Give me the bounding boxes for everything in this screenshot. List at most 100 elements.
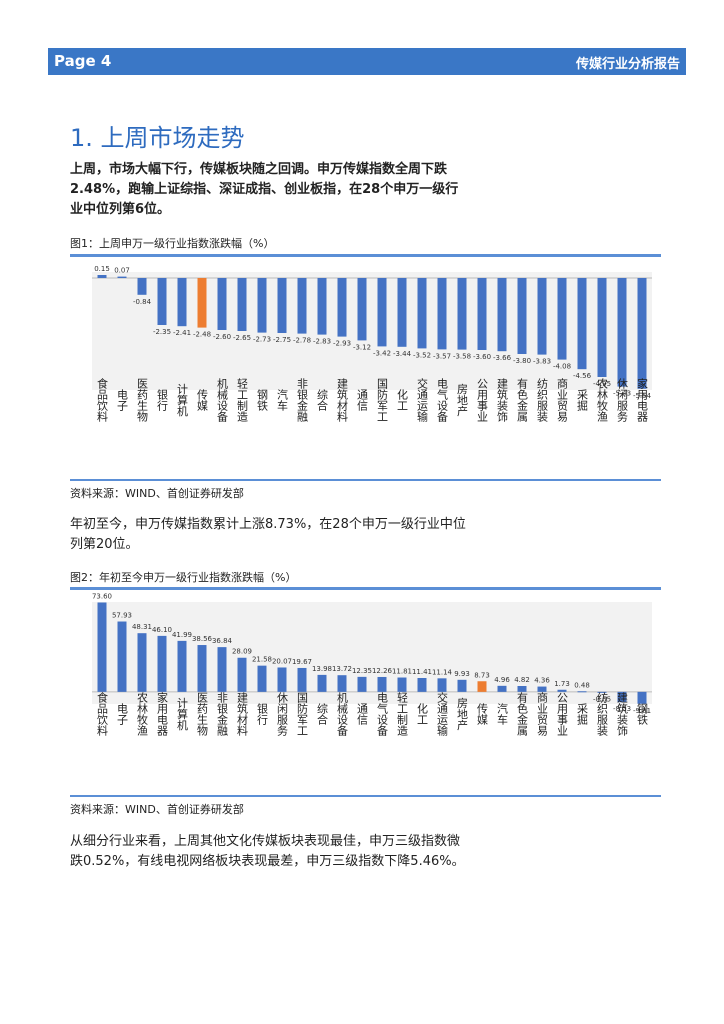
figure1-top-rule (70, 254, 661, 257)
category-label-20: 建筑装饰 (496, 377, 509, 422)
page-label: Page 4 (54, 52, 112, 70)
data-label-12: -2.93 (333, 340, 351, 348)
bar-1 (117, 621, 127, 692)
bar-27 (637, 278, 647, 389)
data-label-2: 48.31 (132, 623, 152, 631)
data-label-26: -5.43 (613, 390, 631, 398)
category-label-11: 综合 (316, 388, 329, 411)
bar-20 (497, 685, 507, 692)
category-label-13: 通信 (356, 703, 369, 726)
data-label-25: -0.65 (593, 696, 611, 704)
data-label-13: -3.12 (353, 343, 371, 351)
bar-27 (637, 691, 647, 704)
category-label-5: 医药生物 (196, 692, 209, 736)
category-label-25: 纺织服装 (596, 691, 609, 737)
category-label-25: 农林牧渔 (596, 377, 609, 423)
data-label-16: 11.41 (412, 668, 432, 676)
bar-26 (617, 691, 627, 703)
category-label-24: 采掘 (576, 389, 589, 412)
paragraph-subsector-summary: 从细分行业来看，上周其他文化传媒板块表现最佳，申万三级指数微跌0.52%，有线电… (70, 834, 465, 869)
figure1-source: 资料来源：WIND、首创证券研发部 (70, 487, 244, 500)
bar-4 (177, 640, 187, 692)
category-label-27: 家用电器 (636, 377, 649, 423)
category-label-3: 银行 (156, 388, 169, 412)
category-label-8: 钢铁 (256, 389, 269, 411)
data-label-22: 4.36 (534, 677, 550, 685)
data-label-4: 41.99 (172, 631, 192, 639)
data-label-7: -2.65 (233, 334, 251, 342)
bar-5 (197, 278, 207, 328)
bar-1 (117, 276, 127, 278)
data-label-9: -2.75 (273, 336, 291, 344)
bar-6 (217, 278, 227, 330)
category-label-10: 国防军工 (296, 692, 309, 736)
figure1-title: 图1：上周申万一级行业指数涨跌幅（%） (70, 237, 275, 250)
bar-24 (577, 691, 587, 693)
data-label-23: -4.08 (553, 363, 571, 371)
data-label-5: -2.48 (193, 331, 211, 339)
bar-14 (377, 676, 387, 692)
data-label-21: -3.80 (513, 357, 531, 365)
data-label-4: -2.41 (173, 329, 191, 337)
category-label-19: 公用事业 (476, 378, 489, 422)
bar-15 (397, 677, 407, 692)
bar-2 (137, 633, 147, 692)
data-label-0: 73.60 (92, 592, 112, 600)
bar-15 (397, 278, 407, 347)
bar-9 (277, 278, 287, 333)
category-label-2: 医药生物 (136, 378, 149, 422)
data-label-1: 0.07 (114, 267, 130, 275)
category-label-14: 国防军工 (376, 378, 389, 422)
bar-21 (517, 686, 527, 692)
bar-7 (237, 278, 247, 331)
data-label-19: 8.73 (474, 671, 490, 679)
bar-3 (157, 278, 167, 325)
category-label-27: 钢铁 (636, 703, 649, 725)
data-label-9: 20.07 (272, 657, 292, 665)
category-label-13: 通信 (356, 389, 369, 412)
category-label-7: 建筑材料 (236, 691, 249, 737)
data-label-19: -3.60 (473, 353, 491, 361)
category-label-7: 轻工制造 (236, 377, 249, 422)
data-label-1: 57.93 (112, 612, 132, 620)
data-label-20: -3.66 (493, 354, 512, 362)
bar-3 (157, 635, 167, 692)
category-label-24: 采掘 (576, 703, 589, 726)
bar-8 (257, 278, 267, 333)
category-label-6: 机械设备 (216, 377, 229, 423)
category-label-18: 房地产 (456, 383, 469, 417)
bar-12 (337, 278, 347, 337)
data-label-26: -8.53 (613, 705, 631, 713)
data-label-10: 19.67 (292, 658, 312, 666)
data-label-22: -3.83 (533, 358, 551, 366)
figure2-source: 资料来源：WIND、首创证券研发部 (70, 803, 244, 816)
bar-25 (597, 691, 607, 693)
bar-22 (537, 278, 547, 355)
category-label-19: 传媒 (476, 703, 489, 726)
bar-0 (97, 275, 107, 278)
bar-19 (477, 681, 487, 692)
data-label-6: -2.60 (213, 333, 231, 341)
category-label-16: 化工 (416, 702, 429, 725)
bar-18 (457, 679, 467, 692)
data-label-15: -3.44 (393, 350, 412, 358)
data-label-2: -0.84 (133, 298, 152, 306)
bar-13 (357, 676, 367, 692)
category-label-23: 商业贸易 (556, 377, 569, 423)
bar-5 (197, 645, 207, 692)
data-label-25: -4.95 (593, 380, 611, 388)
bar-25 (597, 278, 607, 377)
category-label-21: 有色金属 (516, 377, 529, 423)
bar-11 (317, 674, 327, 692)
report-title: 传媒行业分析报告 (575, 57, 680, 72)
category-label-18: 房地产 (456, 697, 469, 731)
bar-17 (437, 278, 447, 350)
bar-10 (297, 278, 307, 334)
bar-14 (377, 278, 387, 347)
bar-23 (557, 689, 567, 692)
figure2-bottom-rule (70, 795, 661, 797)
data-label-27: -9.81 (633, 707, 651, 715)
data-label-17: -3.57 (433, 352, 451, 360)
figure2-title: 图2：年初至今申万一级行业指数涨跌幅（%） (70, 571, 297, 584)
bar-0 (97, 602, 107, 692)
